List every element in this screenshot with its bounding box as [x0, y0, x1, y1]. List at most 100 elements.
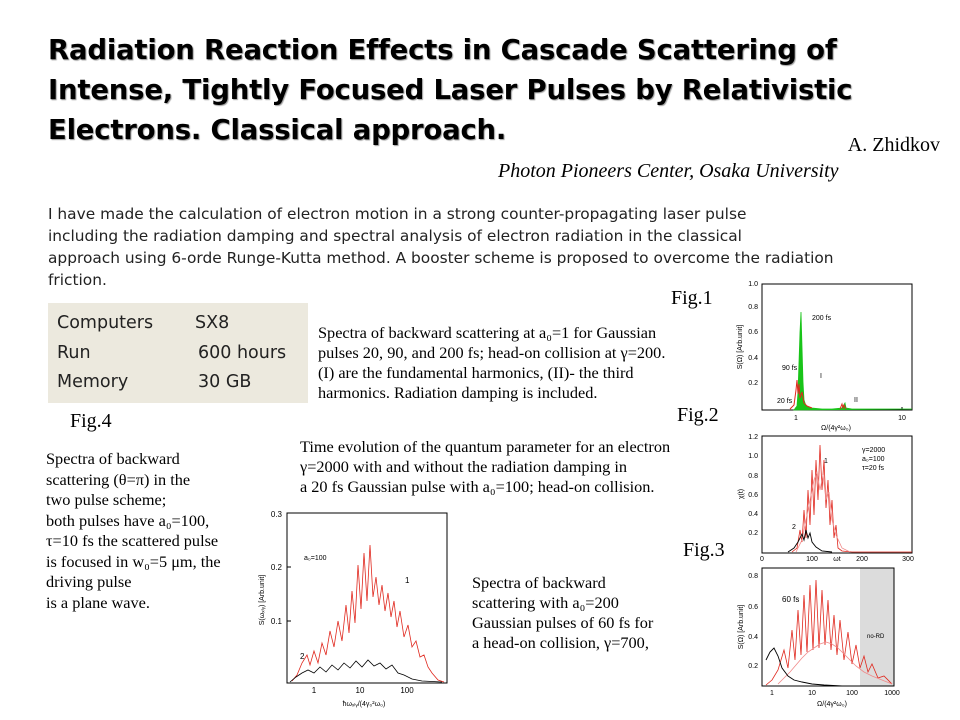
abstract-line-1: I have made the calculation of electron … — [48, 205, 747, 223]
resource-value-memory: 30 GB — [198, 372, 252, 392]
resource-box: Computers SX8 Run 600 hours Memory 30 GB — [48, 303, 308, 403]
fig4-ylabel: S(ωₓₗᵧ) [Arb.unit] — [259, 575, 266, 626]
resource-label-run: Run — [57, 343, 91, 363]
fig4-annotation: 2 — [300, 652, 305, 661]
fig4-caption-line: is focused in w₀=5 μm, the — [46, 551, 221, 571]
fig2-ytick-label: 0.2 — [748, 530, 758, 537]
fig2-caption: Time evolution of the quantum parameter … — [300, 437, 720, 497]
fig1-caption-line: Spectra of backward scattering at a₀=1 f… — [318, 323, 657, 342]
fig1-red-harmonic — [839, 402, 847, 410]
fig2-black-curve — [787, 529, 833, 553]
fig1-caption-line: (I) are the fundamental harmonics, (II)-… — [318, 363, 634, 382]
fig3-xtick-label: 100 — [846, 690, 858, 697]
fig3-caption: Spectra of backward scattering with a₀=2… — [472, 573, 702, 653]
fig4-plot: 0.3 0.2 0.1 1 10 100 S(ωₓₗᵧ) [Arb.unit] … — [259, 510, 448, 708]
fig3-red-curve — [765, 579, 893, 686]
fig3-ytick-label: 0.4 — [748, 634, 758, 641]
fig1-ylabel: S(Ω) [Arb.unit] — [737, 325, 744, 370]
fig2-xtick-label: 100 — [806, 556, 818, 563]
fig3-ytick-label: 0.6 — [748, 604, 758, 611]
fig1-annotation: 20 fs — [777, 398, 793, 405]
fig4-annotation: 1 — [405, 576, 410, 585]
fig4-xtick-label: 1 — [312, 686, 317, 695]
fig4-caption-line: driving pulse — [46, 572, 132, 591]
resource-label-computers: Computers — [57, 313, 154, 333]
fig1-frame — [761, 283, 913, 411]
fig4-xlabel: ħωₓₗᵧ/(4γ₀²ω₀) — [343, 701, 386, 708]
resource-label-memory: Memory — [57, 372, 129, 392]
fig1-green-spectrum — [793, 311, 913, 411]
abstract-line-3: approach using 6-orde Runge-Kutta method… — [48, 249, 834, 267]
fig3-caption-line: scattering with a₀=200 — [472, 593, 619, 612]
fig2-ytick-label: 1.2 — [748, 434, 758, 441]
fig1-plot: 1 10 0.2 0.4 0.6 0.8 1.0 S(Ω) [Arb.unit]… — [737, 281, 913, 432]
abstract-line-2: including the radiation damping and spec… — [48, 227, 742, 245]
fig4-ytick-label: 0.2 — [271, 563, 283, 572]
fig1-ytick-label: 0.6 — [748, 329, 758, 336]
fig2-ytick-label: 0.4 — [748, 511, 758, 518]
fig2-caption-line: γ=2000 with and without the radiation da… — [300, 457, 628, 476]
fig3-frame — [761, 567, 895, 687]
title-line-2: Intense, Tightly Focused Laser Pulses by… — [48, 74, 853, 106]
fig2-legend: a₀=100 — [862, 456, 885, 463]
fig1-annotation: I — [820, 373, 822, 380]
fig3-label: Fig.3 — [683, 539, 725, 561]
fig3-annotation: 60 fs — [782, 595, 799, 604]
fig4-red-curve — [291, 544, 445, 683]
fig4-ytick-label: 0.1 — [271, 617, 283, 626]
fig4-label: Fig.4 — [70, 410, 112, 432]
fig1-caption-line: pulses 20, 90, and 200 fs; head-on colli… — [318, 343, 666, 362]
fig4-annotation: a₀=100 — [304, 555, 327, 562]
fig3-black-curve — [765, 647, 843, 687]
fig1-ytick-label: 1.0 — [748, 281, 758, 288]
fig2-ylabel: χ(t) — [738, 489, 745, 499]
fig2-annotation: 1 — [824, 458, 828, 465]
fig2-xtick-label: 0 — [760, 556, 764, 563]
fig4-caption: Spectra of backward scattering (θ=π) in … — [46, 449, 261, 613]
fig3-xtick-label: 1000 — [884, 690, 900, 697]
fig4-caption-line: Spectra of backward — [46, 449, 180, 468]
fig3-ylabel: S(Ω) [Arb.unit] — [738, 605, 745, 650]
fig1-annotation: 200 fs — [812, 315, 832, 322]
poster-title: Radiation Reaction Effects in Cascade Sc… — [48, 30, 908, 150]
fig2-ytick-label: 0.8 — [748, 473, 758, 480]
fig1-ytick-label: 0.8 — [748, 304, 758, 311]
fig2-frame — [761, 435, 913, 554]
fig2-red-curve — [791, 444, 912, 553]
fig3-caption-line: Gaussian pulses of 60 fs for — [472, 613, 654, 632]
fig4-caption-line: is a plane wave. — [46, 592, 150, 612]
fig1-caption: Spectra of backward scattering at a₀=1 f… — [318, 323, 718, 403]
fig2-annotation: 2 — [792, 524, 796, 531]
fig3-xlabel: Ω/(4γ²ω₀) — [817, 701, 847, 708]
fig1-label: Fig.1 — [671, 287, 713, 309]
fig3-caption-line: a head-on collision, γ=700, — [472, 633, 649, 652]
fig2-pink-curve — [795, 470, 851, 553]
fig3-shaded-region — [860, 568, 894, 686]
fig1-ytick-label: 0.2 — [748, 380, 758, 387]
fig2-legend: γ=2000 — [862, 447, 885, 454]
abstract-line-4: friction. — [48, 271, 107, 289]
fig3-ytick-label: 0.8 — [748, 573, 758, 580]
fig2-caption-line: Time evolution of the quantum parameter … — [300, 437, 671, 456]
fig3-annotation: no-RD — [867, 634, 885, 640]
fig3-caption-line: Spectra of backward — [472, 573, 606, 592]
fig2-plot: 1.2 1.0 0.8 0.6 0.4 0.2 0 100 200 300 χ(… — [738, 434, 914, 563]
fig4-caption-line: scattering (θ=π) in the — [46, 469, 191, 489]
fig1-ytick-label: 0.4 — [748, 355, 758, 362]
fig4-caption-line: both pulses have a₀=100, — [46, 510, 210, 530]
fig2-label: Fig.2 — [677, 404, 719, 426]
fig4-xtick-label: 100 — [400, 686, 414, 695]
fig3-xtick-label: 10 — [808, 690, 816, 697]
fig1-annotation: II — [854, 397, 858, 404]
fig4-black-curve — [289, 659, 443, 683]
fig1-xtick-label: 10 — [898, 415, 906, 422]
title-line-1: Radiation Reaction Effects in Cascade Sc… — [48, 34, 837, 66]
fig1-caption-line: harmonics. Radiation damping is included… — [318, 383, 598, 402]
fig2-xtick-label: 300 — [902, 556, 914, 563]
fig2-ytick-label: 1.0 — [748, 453, 758, 460]
fig4-ytick-label: 0.3 — [271, 510, 283, 519]
fig2-ytick-label: 0.6 — [748, 492, 758, 499]
fig2-caption-line: a 20 fs Gaussian pulse with a₀=100; head… — [300, 477, 655, 496]
fig2-xlabel: ωt — [833, 556, 840, 563]
abstract: I have made the calculation of electron … — [48, 203, 948, 291]
